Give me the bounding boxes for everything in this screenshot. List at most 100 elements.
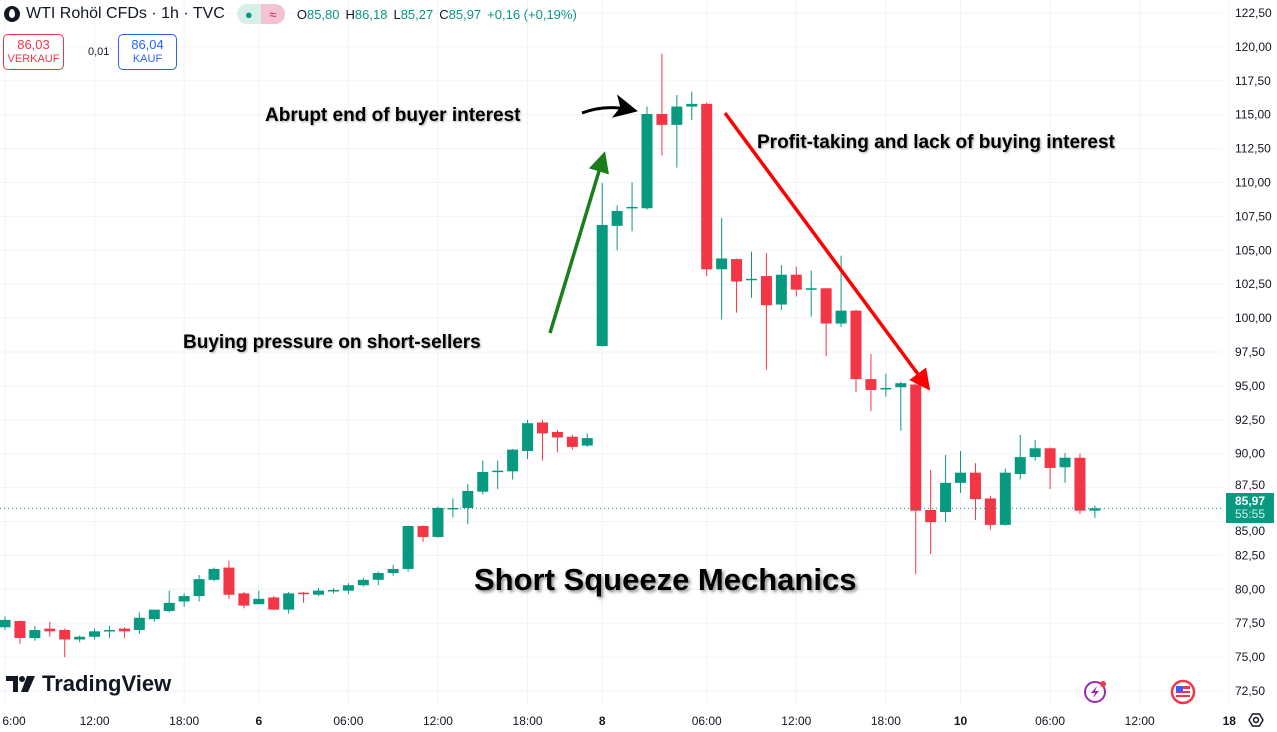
- annotation-profit-taking: Profit-taking and lack of buying interes…: [757, 132, 1115, 153]
- price-tick-label: 72,50: [1235, 684, 1265, 698]
- candle: [193, 575, 205, 602]
- candle: [566, 434, 578, 450]
- candle: [238, 592, 250, 609]
- arrow-black: [581, 94, 638, 118]
- candle: [522, 419, 534, 460]
- us-flag-icon[interactable]: [1170, 679, 1196, 705]
- price-axis[interactable]: 72,50 75,00 77,50 80,00 82,50 85,00 87,50 90,00…: [1235, 6, 1272, 698]
- oil-drop-icon: [4, 6, 20, 22]
- price-tick-label: 120,00: [1235, 40, 1272, 54]
- candle: [462, 483, 474, 525]
- candle-body: [1044, 448, 1056, 468]
- spread: 0,01: [88, 46, 110, 58]
- candle: [940, 455, 952, 523]
- buy-button[interactable]: 86,04 KAUF: [118, 34, 177, 70]
- candle-body: [208, 568, 220, 580]
- time-tick-label: 18: [1223, 714, 1237, 728]
- chart-title-annotation: Short Squeeze Mechanics: [474, 562, 857, 597]
- candle: [133, 612, 145, 635]
- tradingview-logo[interactable]: TradingView: [6, 671, 171, 697]
- candle-body: [14, 621, 26, 638]
- candle-body: [760, 276, 772, 306]
- tradingview-logo-icon: [6, 676, 35, 692]
- annotation-abrupt-end: Abrupt end of buyer interest: [265, 105, 521, 126]
- candle-body: [1059, 457, 1071, 468]
- candle-body: [775, 274, 787, 305]
- candle-body: [283, 593, 295, 610]
- price-tick-label: 110,00: [1235, 176, 1271, 190]
- candle: [865, 354, 877, 411]
- candle: [775, 265, 787, 310]
- candle: [59, 628, 71, 658]
- candle-body: [193, 579, 205, 597]
- candle-body: [74, 636, 86, 640]
- candle: [760, 253, 772, 370]
- candle-body: [1089, 508, 1101, 511]
- candle-body: [387, 568, 399, 574]
- candle-body: [940, 482, 952, 513]
- time-tick-label: 6:00: [2, 714, 26, 728]
- price-tick-label: 92,50: [1235, 413, 1265, 427]
- candle: [327, 587, 339, 594]
- candle: [253, 590, 265, 605]
- price-tick-label: 100,00: [1235, 311, 1272, 325]
- candle: [701, 102, 713, 277]
- candle-body: [268, 597, 280, 610]
- candle: [432, 506, 444, 538]
- candle-body: [536, 422, 548, 434]
- candle: [313, 587, 325, 597]
- candle: [298, 592, 310, 603]
- arrow-red: [723, 111, 931, 391]
- candle: [716, 217, 728, 320]
- candle-body: [492, 470, 504, 473]
- time-tick-label: 6: [255, 714, 262, 728]
- candle: [910, 383, 922, 575]
- time-tick-label: 06:00: [1035, 714, 1065, 728]
- candle-body: [104, 629, 116, 632]
- last-price-label: 85,97 55:55: [1226, 493, 1274, 523]
- candle: [342, 583, 354, 595]
- candle-body: [89, 631, 101, 637]
- candle: [611, 205, 623, 251]
- candle-body: [462, 490, 474, 508]
- time-tick-label: 06:00: [692, 714, 722, 728]
- candle: [1059, 453, 1071, 483]
- price-tick-label: 82,50: [1235, 548, 1265, 562]
- candle-body: [313, 590, 325, 595]
- price-tick-label: 85,00: [1235, 524, 1265, 538]
- candle: [118, 627, 130, 639]
- candle: [581, 433, 593, 447]
- candle-body: [327, 589, 339, 592]
- price-tick-label: 95,00: [1235, 379, 1265, 393]
- time-tick-label: 10: [954, 714, 968, 728]
- time-tick-label: 8: [599, 714, 606, 728]
- candle: [223, 560, 235, 599]
- change-value: +0,16 (+0,19%): [487, 6, 577, 22]
- candles: [0, 53, 1101, 658]
- candle-body: [522, 423, 534, 451]
- candle-body: [746, 278, 757, 281]
- time-axis[interactable]: 6:00 12:00 18:00 6 06:00 12:00 18:00 8 06:00 12:0…: [2, 714, 1236, 728]
- arrow-green: [548, 151, 609, 334]
- candle-body: [805, 288, 817, 290]
- symbol-title[interactable]: WTI Rohöl CFDs · 1h · TVC: [26, 5, 225, 22]
- candle: [746, 251, 757, 298]
- candle: [999, 468, 1011, 526]
- candle: [507, 448, 519, 480]
- candle-body: [118, 628, 130, 632]
- candle-body: [910, 384, 922, 511]
- candle: [641, 106, 653, 210]
- candle-body: [507, 449, 519, 472]
- candle-body: [253, 598, 265, 605]
- candle: [208, 567, 220, 582]
- time-tick-label: 12:00: [781, 714, 811, 728]
- market-status-pill[interactable]: ● ≈: [236, 4, 285, 24]
- lightning-icon[interactable]: [1084, 681, 1106, 703]
- candle: [686, 91, 698, 121]
- candle: [969, 463, 981, 521]
- settings-icon[interactable]: [1248, 713, 1264, 727]
- candle: [14, 620, 26, 644]
- sell-button[interactable]: 86,03 VERKAUF: [3, 34, 64, 70]
- candle-body: [148, 609, 160, 620]
